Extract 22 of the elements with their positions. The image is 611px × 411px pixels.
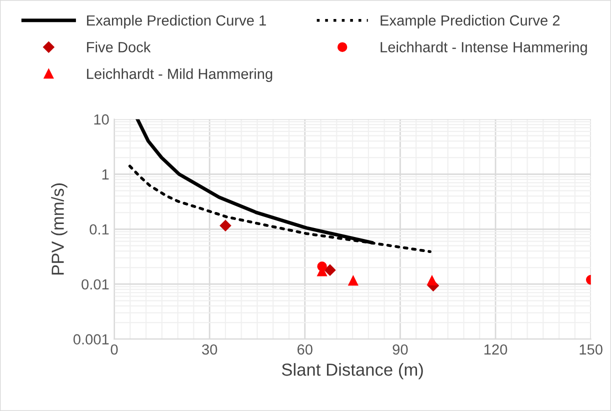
- legend-label: Leichhardt - Intense Hammering: [380, 42, 587, 56]
- x-tick-label: 0: [110, 344, 118, 355]
- y-tick-label: 10: [94, 114, 109, 125]
- point: [427, 276, 437, 286]
- point: [348, 276, 358, 286]
- legend-label: Leichhardt - Mild Hammering: [87, 68, 272, 82]
- legend-label: Example Prediction Curve 2: [380, 14, 560, 29]
- y-tick-label: 0.001: [73, 334, 109, 345]
- x-axis-title: Slant Distance (m): [282, 363, 423, 380]
- point: [324, 264, 336, 276]
- legend-label: Example Prediction Curve 1: [87, 14, 266, 29]
- y-tick-label: 0.01: [82, 279, 109, 290]
- y-tick-label: 1: [102, 169, 109, 180]
- y-tick-label: 0.1: [90, 224, 109, 235]
- legend-label: Five Dock: [87, 42, 151, 52]
- x-tick-label: 60: [298, 344, 312, 355]
- y-axis-title: PPV (mm/s): [51, 183, 68, 274]
- x-tick-label: 120: [484, 344, 508, 355]
- x-tick-label: 90: [392, 344, 408, 355]
- point: [220, 220, 232, 232]
- x-tick-label: 150: [580, 344, 602, 355]
- x-tick-label: 30: [202, 344, 218, 355]
